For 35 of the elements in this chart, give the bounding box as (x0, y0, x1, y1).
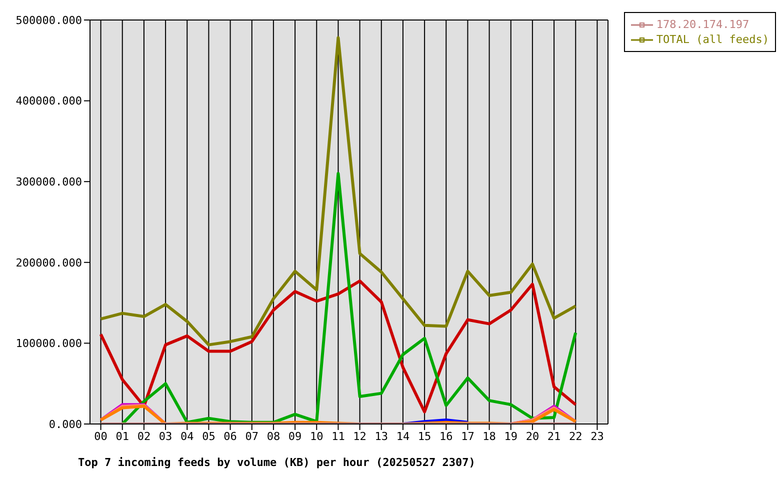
x-tick-label: 08 (266, 430, 280, 443)
x-tick-label: 21 (547, 430, 561, 443)
y-tick-label: 0.000 (48, 418, 82, 431)
line-series (99, 279, 578, 414)
line-series (99, 36, 578, 346)
y-tick-label: 200000.000 (16, 256, 82, 270)
y-tick-label: 500000.000 (16, 14, 82, 27)
x-tick-label: 04 (180, 430, 194, 443)
legend-label: TOTAL (all feeds) (656, 33, 769, 46)
x-tick-label: 15 (418, 430, 432, 443)
y-tick-label: 300000.000 (16, 176, 82, 189)
x-tick-label: 02 (137, 430, 151, 443)
legend-label: 178.20.174.197 (656, 18, 750, 31)
x-tick-label: 07 (245, 430, 258, 443)
x-tick-label: 22 (569, 430, 582, 443)
x-tick-label: 20 (526, 430, 540, 443)
x-tick-label: 23 (590, 430, 604, 443)
x-tick-label: 16 (440, 430, 453, 443)
x-tick-label: 11 (332, 430, 345, 443)
y-tick-label: 400000.000 (16, 94, 82, 108)
x-tick-label: 06 (224, 430, 237, 443)
x-tick-label: 10 (310, 430, 324, 443)
x-tick-label: 01 (116, 430, 129, 443)
x-tick-label: 00 (94, 430, 108, 443)
x-tick-label: 05 (202, 430, 216, 443)
x-tick-label: 13 (374, 430, 388, 443)
x-tick-label: 18 (482, 430, 496, 443)
x-tick-label: 09 (288, 430, 302, 443)
x-tick-label: 14 (396, 430, 410, 443)
x-tick-label: 19 (504, 430, 518, 443)
x-axis-title: Top 7 incoming feeds by volume (KB) per hour (20250527 2307) (78, 456, 476, 469)
x-tick-label: 17 (461, 430, 474, 443)
x-tick-label: 12 (353, 430, 366, 443)
x-tick-label: 03 (158, 430, 172, 443)
y-tick-label: 100000.000 (16, 337, 82, 350)
